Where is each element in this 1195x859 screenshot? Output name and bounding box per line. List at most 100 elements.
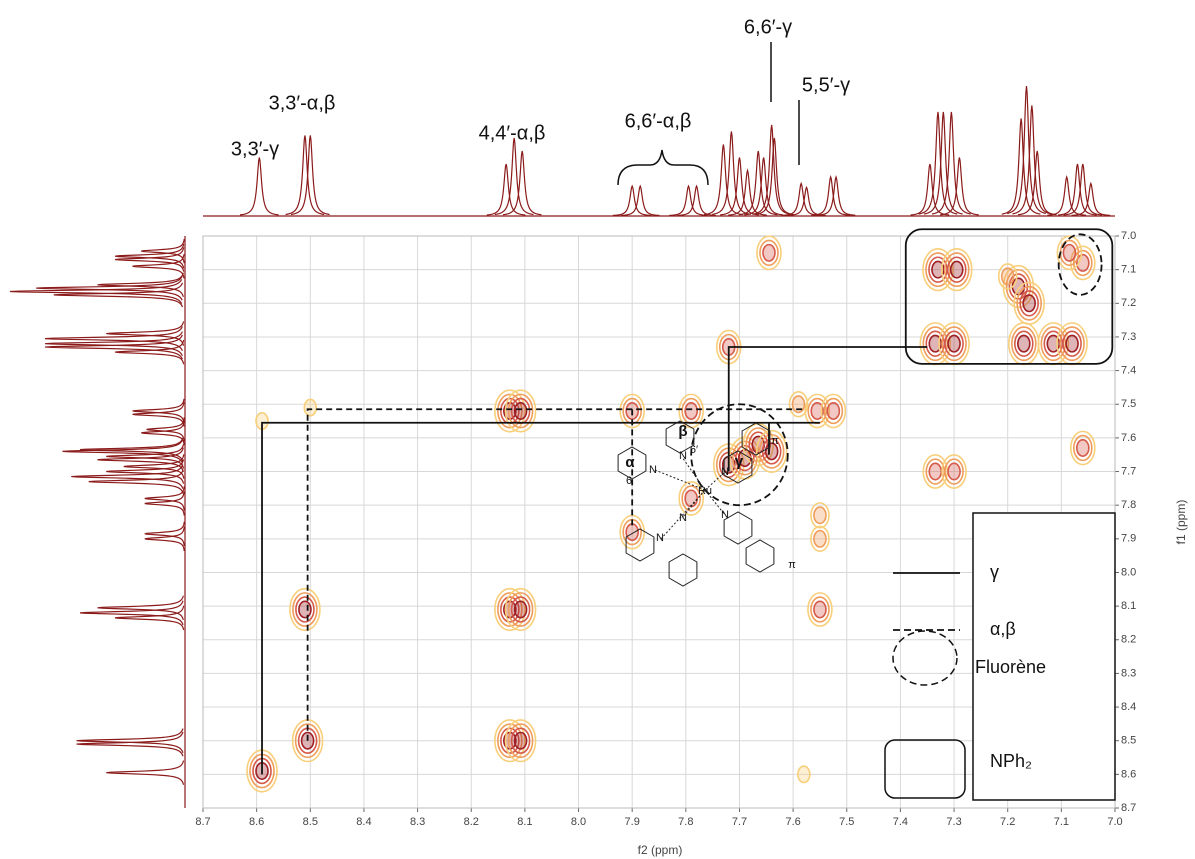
contour-ring — [997, 263, 1018, 290]
structure-label: β — [678, 423, 687, 440]
contour-ring — [810, 401, 825, 420]
structure-ring — [723, 450, 753, 484]
structure-bond — [659, 489, 706, 541]
structure-bond — [704, 489, 726, 516]
cross-peak — [820, 393, 847, 429]
legend-label: NPh₂ — [990, 751, 1032, 771]
contour-ring — [1065, 334, 1079, 353]
projection-peak — [290, 135, 330, 216]
contour-ring — [513, 600, 528, 619]
projection-peak — [285, 135, 325, 216]
contour-ring — [1070, 430, 1096, 466]
structure-label: 6′ — [690, 444, 698, 456]
projection-peak-f1 — [97, 595, 184, 621]
structure-label: π — [788, 559, 796, 571]
cross-peak — [1007, 322, 1040, 366]
projection-peak — [811, 174, 851, 216]
projection-peak — [620, 184, 660, 217]
contour-ring — [619, 393, 645, 429]
x-tick-label: 7.2 — [1000, 816, 1015, 828]
contour-ring — [494, 389, 526, 433]
contour-ring — [1059, 326, 1085, 362]
contour-ring — [497, 393, 523, 429]
projection-peak-f1 — [106, 321, 185, 346]
cross-peak — [797, 765, 811, 784]
projection-peak — [1001, 118, 1041, 215]
projection-peak — [754, 137, 794, 216]
cross-peak — [922, 248, 954, 292]
contour-ring — [1019, 290, 1039, 317]
contour-ring — [681, 485, 701, 512]
contour-ring — [510, 727, 531, 754]
contour-ring — [500, 727, 520, 754]
legend-frame — [972, 512, 1116, 801]
structure-bond — [681, 456, 706, 491]
projection-peak — [744, 157, 783, 216]
y-axis-label: f1 (ppm) — [1174, 500, 1188, 545]
projection-peak-f1 — [114, 243, 185, 269]
projection-peak-f1 — [79, 600, 184, 626]
contour-ring — [619, 514, 645, 550]
projection-peak — [712, 131, 751, 215]
x-tick-label: 7.8 — [678, 816, 693, 828]
contour-ring — [826, 401, 841, 420]
contour-ring — [1011, 277, 1026, 296]
structure-label: γ — [735, 453, 744, 470]
y-tick-label: 8.7 — [1121, 802, 1136, 814]
projection-peak-f1 — [114, 247, 185, 272]
contour-ring — [810, 525, 830, 553]
cross-peak — [807, 592, 833, 627]
projection-peak — [931, 111, 971, 215]
connection-dashed — [306, 408, 804, 741]
structure-label: N — [656, 532, 664, 544]
structure-bond — [654, 469, 706, 491]
structure-label: N — [679, 512, 687, 524]
x-tick-label: 7.3 — [946, 816, 961, 828]
contour-ring — [810, 502, 830, 529]
contour-ring — [810, 596, 830, 623]
structure-ring — [665, 420, 695, 454]
projection-peak — [923, 111, 963, 215]
connection-solid — [727, 346, 928, 472]
contour-ring — [513, 401, 528, 420]
projection-peak — [1058, 163, 1097, 216]
brace — [617, 149, 709, 186]
contour-ring — [823, 397, 844, 425]
cross-peak — [810, 525, 830, 553]
legend-symbol — [892, 630, 958, 686]
contour-ring — [928, 462, 943, 481]
contour-ring — [289, 587, 321, 632]
projection-peak-f1 — [36, 275, 183, 301]
connection-solid — [261, 421, 820, 775]
structure-label: 6 — [626, 475, 632, 487]
projection-peak — [1017, 150, 1057, 216]
projection-peak — [940, 157, 979, 216]
cross-peak — [1056, 235, 1083, 271]
region-ellipse — [690, 403, 789, 507]
y-tick-label: 7.9 — [1121, 533, 1136, 545]
contour-ring — [684, 489, 698, 508]
contour-ring — [507, 393, 534, 429]
cross-peak — [997, 263, 1018, 290]
projection-peak-f1 — [76, 728, 184, 754]
projection-peak — [816, 174, 856, 216]
structure-bond — [704, 471, 726, 491]
structure-ring — [625, 528, 655, 562]
y-tick-label: 8.5 — [1121, 735, 1136, 747]
projection-peak-f1 — [132, 402, 185, 427]
contour-ring — [788, 391, 809, 418]
contour-ring — [755, 429, 788, 473]
projection-peak-f1 — [146, 417, 185, 442]
contour-ring — [807, 592, 833, 627]
cross-peak — [810, 502, 830, 529]
y-tick-label: 7.6 — [1121, 432, 1136, 444]
projection-peak — [720, 157, 759, 216]
contour-ring — [513, 731, 528, 750]
structure-label: N — [649, 464, 657, 476]
contour-ring — [813, 529, 827, 548]
contour-ring — [494, 587, 526, 632]
contour-ring — [494, 719, 526, 763]
annotation: 6,6′-α,β — [625, 110, 692, 132]
x-tick-label: 7.1 — [1054, 816, 1069, 828]
y-tick-label: 7.5 — [1121, 398, 1136, 410]
